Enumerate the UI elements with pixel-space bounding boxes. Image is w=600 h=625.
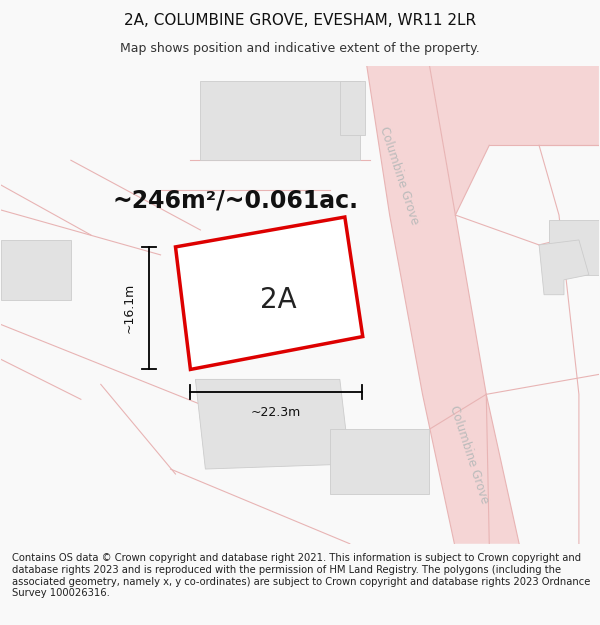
Polygon shape (430, 66, 599, 215)
Text: 2A: 2A (260, 286, 296, 314)
Text: Contains OS data © Crown copyright and database right 2021. This information is : Contains OS data © Crown copyright and d… (12, 553, 590, 598)
Polygon shape (235, 230, 360, 342)
Text: ~16.1m: ~16.1m (122, 283, 135, 333)
Polygon shape (196, 379, 350, 469)
Text: Columbine Grove: Columbine Grove (377, 124, 422, 226)
Polygon shape (367, 66, 519, 544)
Polygon shape (1, 240, 71, 300)
Polygon shape (549, 220, 599, 275)
Text: Columbine Grove: Columbine Grove (448, 403, 491, 505)
Polygon shape (539, 240, 589, 295)
Polygon shape (175, 217, 363, 369)
Polygon shape (340, 81, 365, 136)
Text: ~22.3m: ~22.3m (251, 406, 301, 419)
Polygon shape (200, 81, 360, 160)
Text: 2A, COLUMBINE GROVE, EVESHAM, WR11 2LR: 2A, COLUMBINE GROVE, EVESHAM, WR11 2LR (124, 13, 476, 28)
Text: Map shows position and indicative extent of the property.: Map shows position and indicative extent… (120, 42, 480, 54)
Text: ~246m²/~0.061ac.: ~246m²/~0.061ac. (112, 188, 358, 212)
Polygon shape (330, 429, 430, 494)
